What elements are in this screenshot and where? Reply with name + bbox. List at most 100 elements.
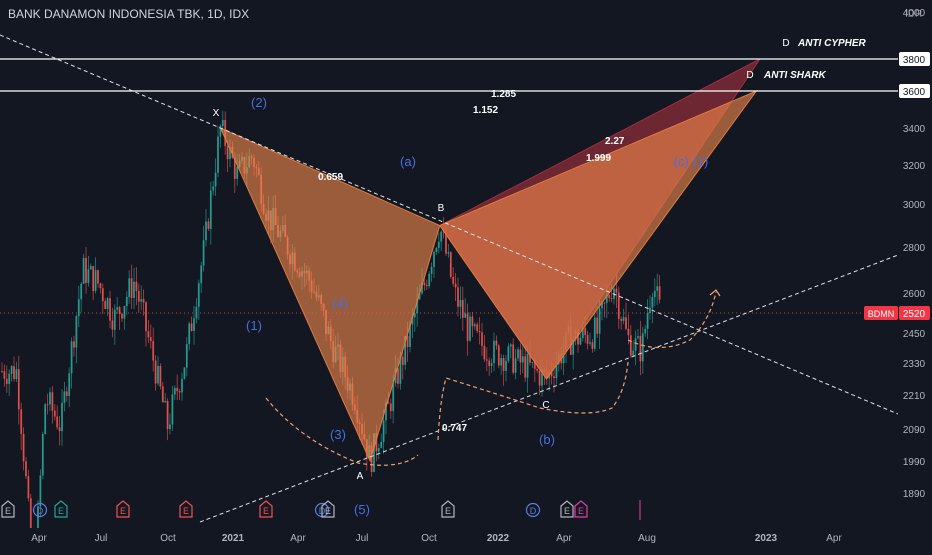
candle-body bbox=[128, 278, 131, 297]
candle-body bbox=[142, 299, 145, 303]
candle-body bbox=[70, 341, 73, 374]
candle-body bbox=[382, 420, 385, 442]
candle-body bbox=[87, 269, 90, 283]
candle-body bbox=[524, 356, 527, 378]
candle-body bbox=[653, 290, 656, 298]
wave-label: (2) bbox=[251, 95, 267, 110]
y-axis-tick: 3000 bbox=[903, 200, 926, 211]
projection-curve-b bbox=[437, 361, 629, 441]
x-axis-tick: Oct bbox=[421, 533, 437, 544]
candle-body bbox=[10, 366, 13, 374]
y-axis-tick: 3200 bbox=[903, 161, 926, 172]
candle-body bbox=[209, 190, 212, 229]
x-axis-tick: Aug bbox=[638, 533, 656, 544]
candle-body bbox=[89, 266, 92, 270]
candle-body bbox=[101, 288, 104, 302]
event-marker-label: D bbox=[37, 506, 44, 516]
candle-body bbox=[111, 320, 114, 330]
candle-body bbox=[207, 221, 210, 229]
ticker-label: BDMN bbox=[868, 309, 895, 319]
candle-body bbox=[387, 402, 390, 404]
candle-body bbox=[161, 386, 164, 403]
candle-body bbox=[125, 296, 128, 307]
pattern-point-c: C bbox=[542, 400, 549, 411]
candle-body bbox=[49, 392, 51, 405]
y-axis-currency: IDR bbox=[905, 9, 922, 20]
candle-body bbox=[589, 342, 591, 344]
earnings-marker bbox=[1, 500, 15, 518]
candle-body bbox=[483, 345, 486, 360]
candle-body bbox=[104, 301, 107, 310]
candle-body bbox=[97, 270, 99, 284]
candle-body bbox=[639, 336, 642, 362]
candle-body bbox=[135, 281, 138, 291]
candle-body bbox=[411, 317, 414, 325]
candle-body bbox=[466, 313, 469, 341]
last-price-tag bbox=[899, 306, 930, 320]
earnings-marker bbox=[179, 500, 193, 518]
candle-body bbox=[625, 317, 627, 329]
x-axis-tick: Apr bbox=[31, 533, 47, 544]
candle-body bbox=[3, 371, 6, 379]
candle-body bbox=[627, 328, 630, 336]
candle-body bbox=[541, 369, 543, 386]
y-axis-tick: 2800 bbox=[903, 243, 926, 254]
candle-body bbox=[171, 394, 174, 425]
candle-body bbox=[399, 356, 402, 384]
candle-body bbox=[202, 240, 205, 266]
event-marker-label: E bbox=[564, 506, 570, 516]
y-axis-tick: 2600 bbox=[903, 289, 926, 300]
candle-body bbox=[13, 366, 15, 380]
candle-body bbox=[380, 441, 383, 448]
candle-body bbox=[550, 372, 553, 377]
x-axis-panel bbox=[0, 528, 932, 550]
ratio-label: 1.152 bbox=[473, 105, 498, 116]
event-marker-label: E bbox=[445, 506, 451, 516]
candle-body bbox=[214, 172, 217, 187]
candle-body bbox=[632, 350, 635, 356]
candle-body bbox=[92, 266, 95, 292]
candle-body bbox=[370, 445, 373, 472]
candle-body bbox=[651, 297, 654, 308]
pattern-point-b: B bbox=[438, 203, 445, 214]
pattern-point-x: X bbox=[213, 108, 220, 119]
candle-body bbox=[164, 400, 167, 403]
candle-body bbox=[596, 317, 599, 334]
earnings-marker bbox=[259, 500, 273, 518]
x-axis-tick: Apr bbox=[826, 533, 842, 544]
candle-body bbox=[423, 282, 426, 286]
candle-body bbox=[377, 447, 380, 452]
candle-body bbox=[149, 337, 152, 342]
candle-body bbox=[121, 313, 123, 319]
candle-body bbox=[373, 433, 375, 472]
candle-body bbox=[481, 332, 483, 346]
candle-body bbox=[593, 317, 596, 349]
earnings-marker bbox=[560, 500, 574, 518]
candle-body bbox=[413, 313, 416, 318]
candle-body bbox=[500, 358, 503, 366]
x-axis-tick: Apr bbox=[556, 533, 572, 544]
candle-body bbox=[437, 241, 440, 248]
candle-body bbox=[68, 373, 71, 396]
candle-body bbox=[82, 257, 85, 284]
wave-label: (a) bbox=[400, 154, 416, 169]
candle-body bbox=[572, 340, 575, 355]
candle-body bbox=[449, 252, 452, 277]
candle-body bbox=[442, 231, 445, 233]
x-axis-tick: 2022 bbox=[487, 533, 510, 544]
event-marker-label: E bbox=[183, 506, 189, 516]
x-axis-tick: Oct bbox=[160, 533, 176, 544]
candle-body bbox=[459, 300, 462, 307]
candle-body bbox=[425, 285, 428, 287]
candle-body bbox=[603, 302, 606, 304]
candle-body bbox=[538, 370, 541, 386]
ratio-label: 2.27 bbox=[605, 136, 625, 147]
candle-body bbox=[77, 299, 80, 317]
candle-body bbox=[63, 391, 66, 403]
candle-body bbox=[473, 324, 476, 327]
candle-body bbox=[512, 344, 515, 373]
candle-body bbox=[526, 353, 529, 378]
event-marker-label: E bbox=[120, 506, 126, 516]
